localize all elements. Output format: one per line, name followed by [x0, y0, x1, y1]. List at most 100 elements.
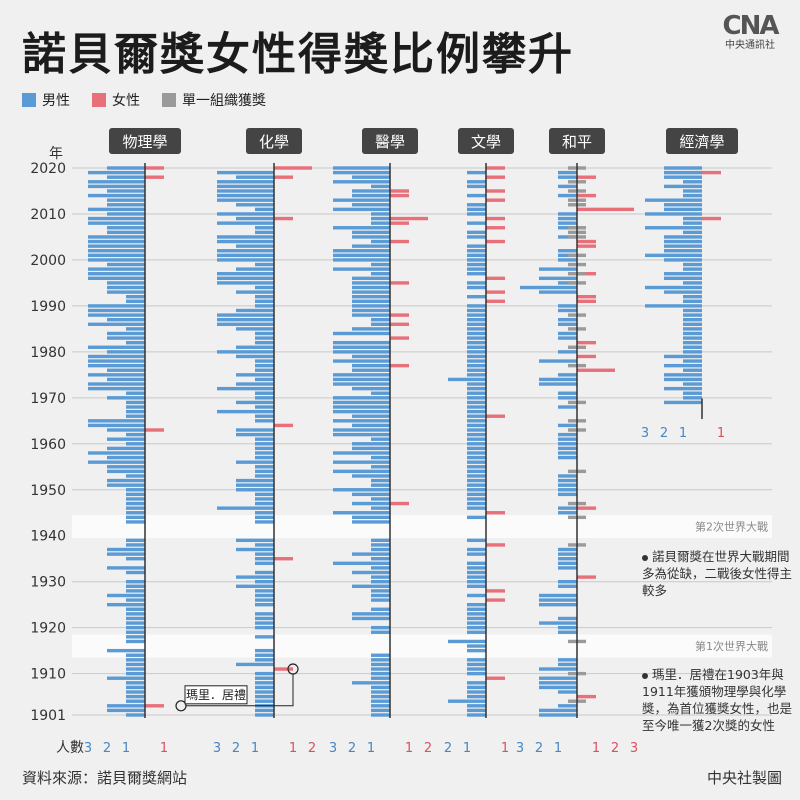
bar-male	[664, 272, 702, 276]
bar-female	[486, 299, 505, 304]
bar-male	[467, 488, 486, 492]
panel-label-bg	[246, 128, 302, 154]
legend-item-female: 女性	[92, 90, 140, 110]
bar-male	[255, 685, 274, 690]
war2-label: 第2次世界大戰	[695, 520, 768, 534]
bar-female	[577, 193, 596, 198]
bar-male	[683, 216, 702, 221]
bar-male	[126, 391, 145, 395]
bar-male	[352, 203, 390, 207]
bar-male	[333, 469, 390, 474]
bar-male	[467, 400, 486, 405]
bar-male	[352, 584, 390, 588]
bar-male	[467, 327, 486, 331]
bar-male	[683, 221, 702, 225]
bar-female	[145, 166, 164, 170]
bar-male	[645, 212, 702, 216]
y-tick-label: 2020	[30, 161, 66, 177]
bar-male	[352, 281, 390, 285]
bar-male	[467, 658, 486, 662]
bar-male	[467, 713, 486, 717]
count-tick-female: 1	[592, 741, 600, 756]
bar-male	[467, 671, 486, 676]
bar-male	[467, 566, 486, 570]
bar-male	[558, 396, 577, 400]
bar-male	[126, 639, 145, 644]
bar-male	[352, 414, 390, 418]
bar-male	[107, 368, 145, 372]
bar-male	[352, 285, 390, 290]
bar-male	[217, 239, 274, 244]
bar-male	[333, 405, 390, 409]
bar-male	[255, 465, 274, 469]
bar-male	[255, 570, 274, 575]
bar-male	[664, 235, 702, 239]
bar-male	[467, 442, 486, 446]
bar-male	[333, 166, 390, 170]
bar-male	[255, 557, 274, 561]
bar-male	[126, 713, 145, 717]
bar-male	[333, 180, 390, 184]
note-curie: 瑪里．居禮在1903年與1911年獲頒物理學與化學獎，為首位獲獎女性，也是至今唯…	[642, 666, 792, 734]
bar-male	[448, 699, 486, 703]
bar-male	[467, 249, 486, 253]
count-tick-male: 1	[122, 741, 130, 756]
bar-male	[467, 308, 486, 313]
bar-male	[467, 662, 486, 667]
y-tick-label: 2000	[30, 253, 66, 269]
bar-male	[467, 193, 486, 198]
bar-female	[486, 511, 505, 515]
bar-male	[683, 327, 702, 331]
bar-male	[217, 235, 274, 239]
bar-male	[88, 221, 145, 225]
bar-male	[217, 386, 274, 391]
bar-male	[467, 455, 486, 460]
bar-male	[255, 579, 274, 584]
bar-male	[371, 694, 390, 699]
bar-male	[558, 451, 577, 455]
bar-male	[683, 299, 702, 304]
bar-male	[539, 382, 577, 386]
bar-male	[558, 304, 577, 308]
bar-male	[467, 602, 486, 607]
bar-male	[88, 373, 145, 377]
bar-male	[217, 317, 274, 322]
bar-male	[236, 478, 274, 483]
bar-male	[236, 538, 274, 543]
bar-male	[333, 451, 390, 455]
bar-male	[371, 658, 390, 662]
bar-male	[88, 419, 145, 423]
bar-male	[664, 249, 702, 253]
note-bullet-icon	[642, 554, 648, 561]
bar-male	[558, 662, 577, 667]
bar-male	[126, 400, 145, 405]
bar-female	[577, 295, 596, 299]
note-curie-text: 瑪里．居禮在1903年與1911年獲頒物理學與化學獎，為首位獲獎女性，也是至今唯…	[642, 667, 793, 733]
bar-female	[486, 276, 505, 281]
bar-male	[467, 616, 486, 621]
bar-male	[88, 267, 145, 271]
bar-male	[107, 708, 145, 713]
bar-male	[88, 313, 145, 317]
bar-male	[558, 322, 577, 326]
bar-male	[255, 713, 274, 717]
bar-male	[255, 474, 274, 478]
bar-female	[577, 354, 596, 359]
bar-male	[467, 694, 486, 699]
bar-female	[390, 216, 428, 221]
bar-male	[352, 304, 390, 308]
bar-male	[539, 681, 577, 685]
bar-male	[255, 363, 274, 368]
bar-female	[390, 336, 409, 340]
bar-male	[107, 593, 145, 598]
bar-male	[371, 589, 390, 593]
bar-male	[371, 184, 390, 189]
count-tick-male: 2	[232, 741, 240, 756]
bar-female	[486, 198, 505, 202]
credit-text: 中央社製圖	[706, 769, 782, 787]
bar-male	[107, 676, 145, 680]
bar-male	[371, 221, 390, 225]
legend-item-male: 男性	[22, 90, 70, 110]
bar-male	[371, 455, 390, 460]
note-war-text: 諾貝爾獎在世界大戰期間多為從缺，二戰後女性得主較多	[642, 549, 793, 598]
